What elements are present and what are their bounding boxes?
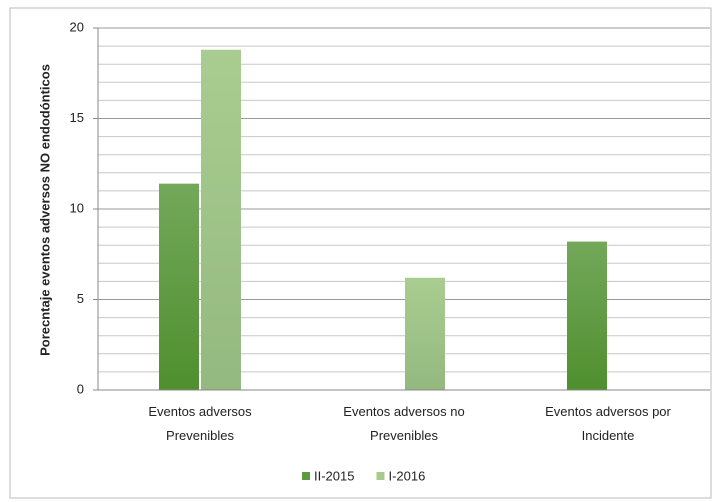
legend-swatch (302, 472, 310, 480)
x-tick-label: Eventos adversos por Incidente (545, 404, 671, 443)
y-tick-label: 20 (70, 19, 84, 34)
legend-swatch (376, 472, 385, 480)
bar (201, 49, 241, 390)
y-axis-label: Porecntaje eventos adversos NO endodónti… (37, 64, 52, 356)
x-tick-label: Eventos adversos no Prevenibles (343, 404, 464, 443)
y-tick-label: 15 (70, 110, 84, 125)
y-tick-label: 10 (70, 200, 84, 215)
bar (567, 241, 607, 390)
x-tick-label: Eventos adversos Prevenibles (148, 404, 252, 443)
bar (405, 277, 445, 390)
legend-label: I-2016 (388, 468, 425, 483)
y-tick-label: 0 (77, 381, 84, 396)
bar (159, 183, 199, 390)
y-tick-label: 5 (77, 291, 84, 306)
legend-label: II-2015 (314, 468, 354, 483)
